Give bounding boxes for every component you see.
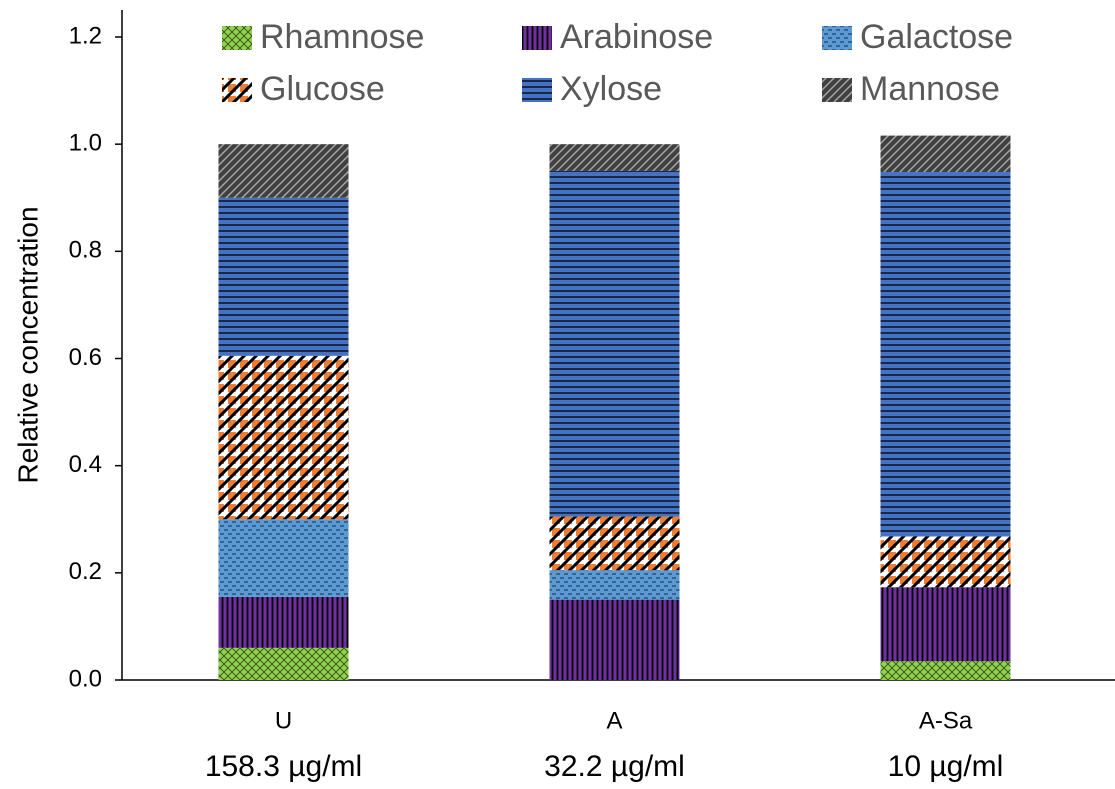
legend-label: Xylose [560,70,662,108]
legend-label: Rhamnose [260,18,424,56]
bar-segment [218,144,349,198]
legend-label: Galactose [860,18,1013,56]
legend-swatch [222,78,252,102]
y-tick-label: 0.6 [69,344,102,371]
bar-segment [218,519,349,597]
bar-segment [218,596,349,648]
x-tick-label: 158.3 µg/ml [205,750,362,783]
y-tick-label: 1.0 [69,130,102,157]
y-tick-label: 0.8 [69,237,102,264]
bar-segment [549,599,680,680]
x-tick-label: A [606,707,622,734]
legend-label: Glucose [260,70,385,108]
legend-swatch [822,78,852,102]
x-tick-label: 10 µg/ml [888,750,1004,783]
bar-segment [549,516,680,571]
bar-segment [218,355,349,520]
legend-swatch [822,26,852,50]
bar-segment [549,170,680,517]
bar-segment [880,661,1011,680]
legend-label: Arabinose [560,18,713,56]
legend-swatch [522,78,552,102]
y-axis-label: Relative concentration [12,206,43,483]
y-tick-label: 0.2 [69,558,102,585]
x-tick-label: A-Sa [919,707,973,734]
legend-label: Mannose [860,70,1000,108]
bar-segment [880,536,1011,588]
bar-segment [218,647,349,680]
y-tick-label: 1.2 [69,22,102,49]
bar-segment [880,135,1011,173]
y-tick-label: 0.0 [69,665,102,692]
bar-segment [549,570,680,600]
y-tick-label: 0.4 [69,451,102,478]
bar-segment [880,172,1011,537]
bar-segment [880,587,1011,662]
legend-swatch [522,26,552,50]
bar-segment [218,197,349,356]
bar-segment [549,144,680,171]
x-tick-label: U [275,707,292,734]
x-tick-label: 32.2 µg/ml [544,750,685,783]
legend-swatch [222,26,252,50]
